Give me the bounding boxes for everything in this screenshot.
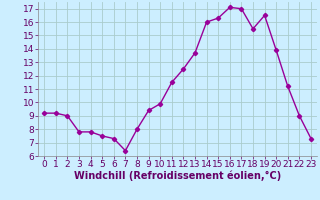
X-axis label: Windchill (Refroidissement éolien,°C): Windchill (Refroidissement éolien,°C) — [74, 171, 281, 181]
